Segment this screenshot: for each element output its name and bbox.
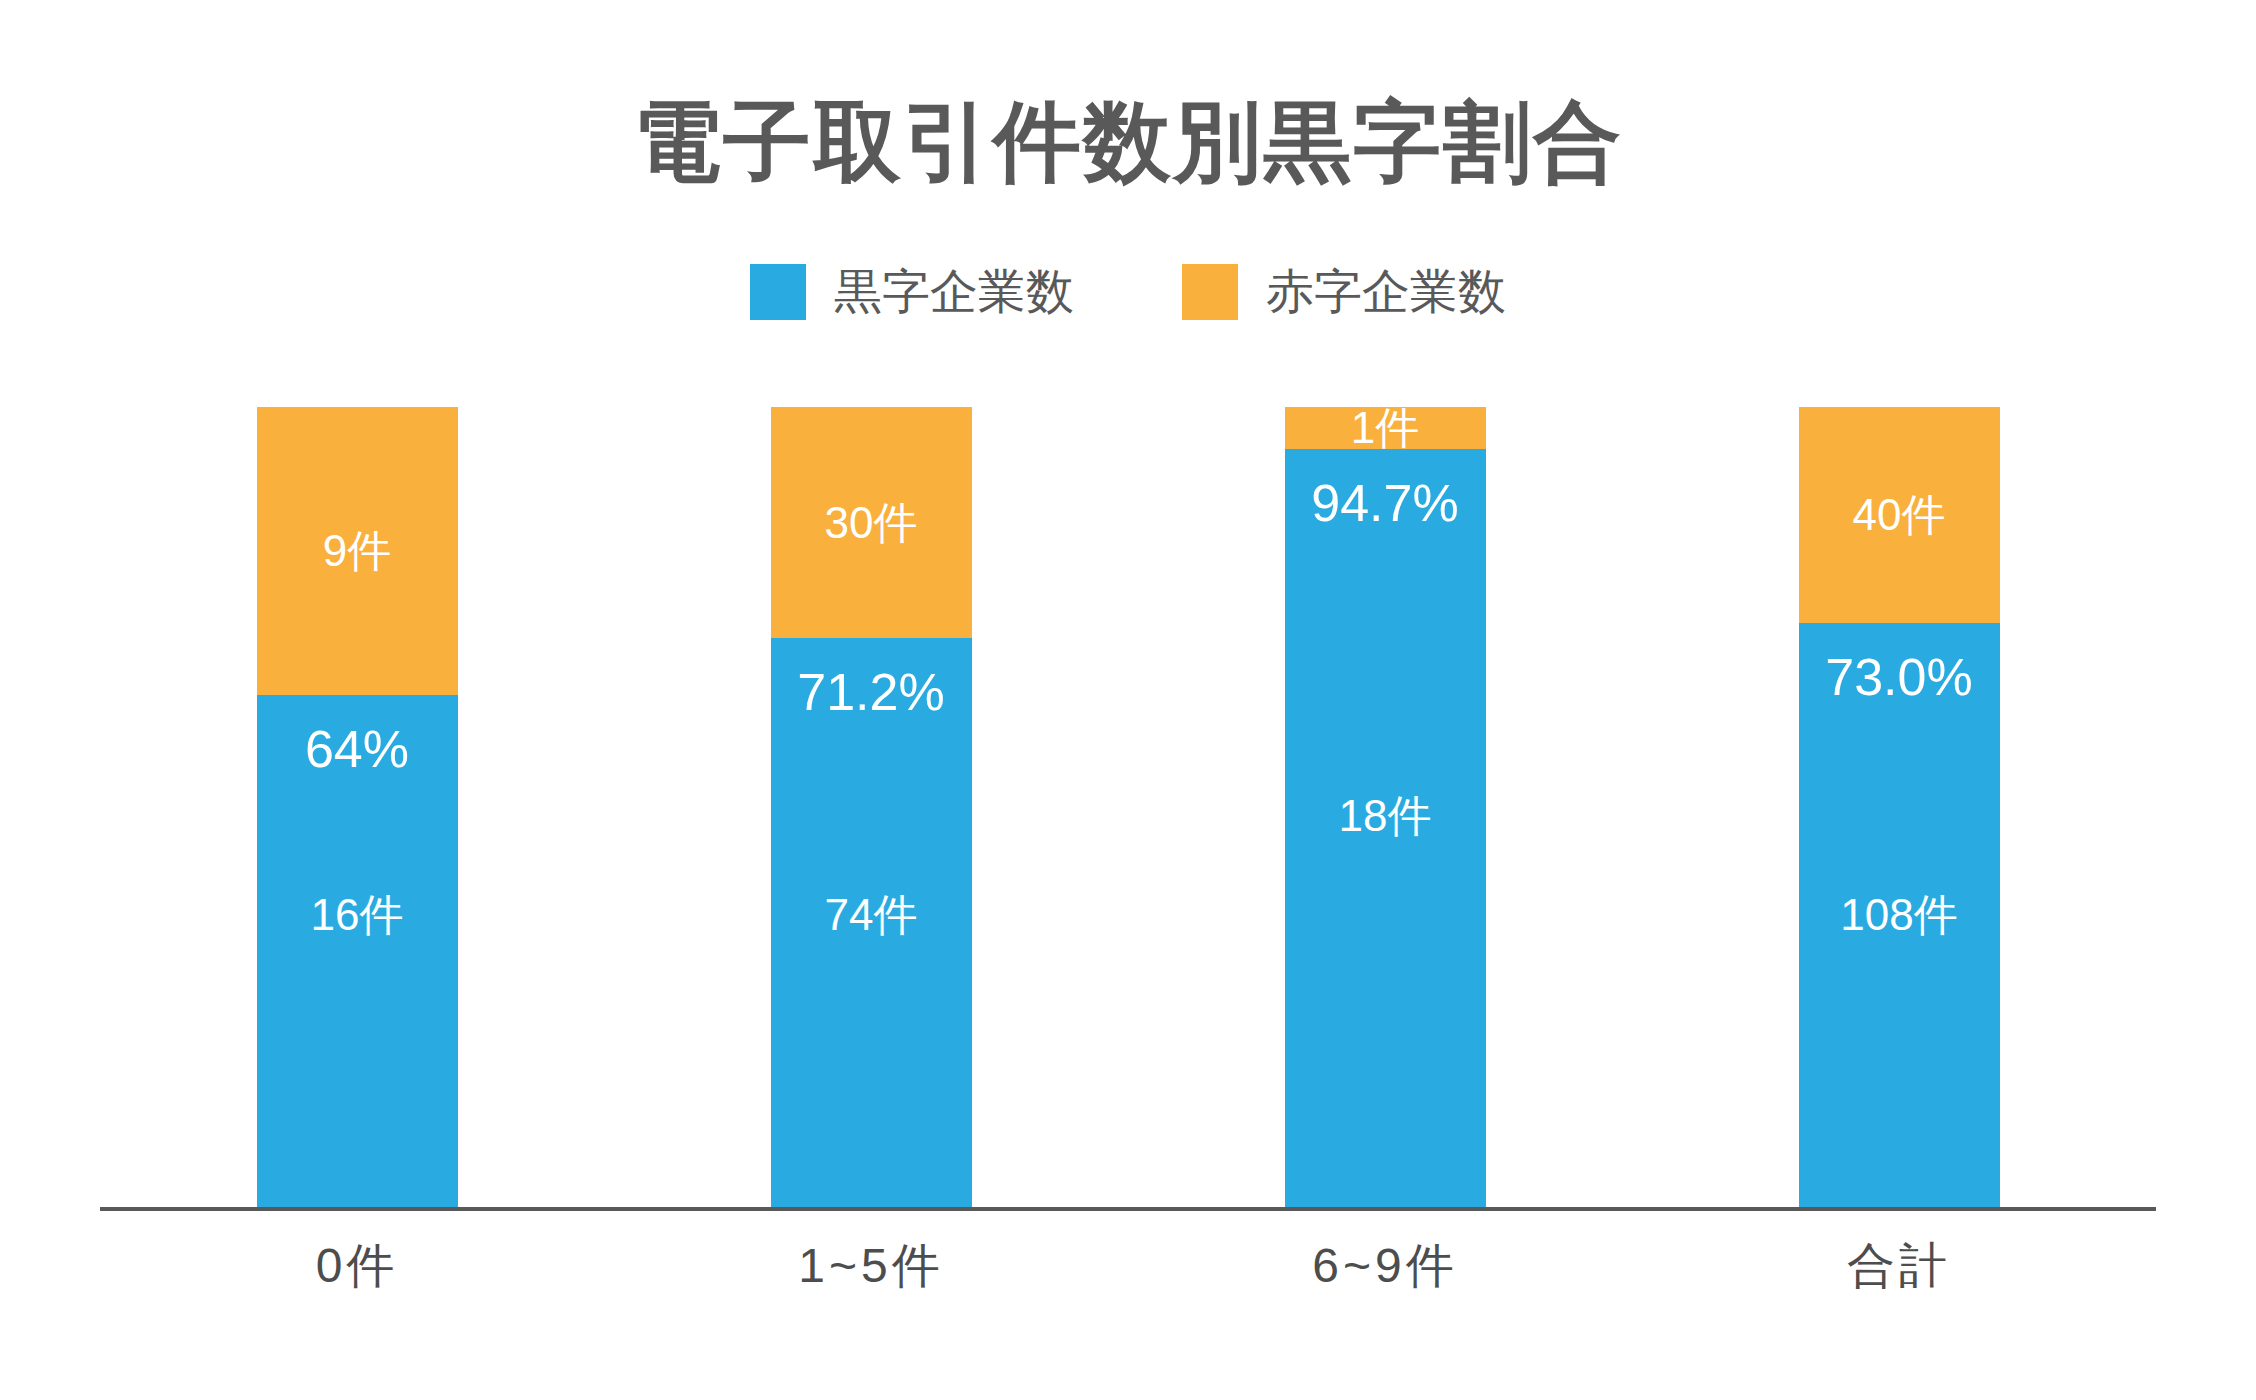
segment-profit: 64% 16件: [257, 695, 458, 1208]
bars-container: 9件 64% 16件 30件 71.2% 74件 1件 94.7% 18件 40件 73.0% 108…: [100, 407, 2156, 1208]
x-axis-label-0件: 0件: [100, 1242, 614, 1290]
legend-label-deficit: 赤字企業数: [1266, 268, 1506, 316]
deficit-count-label: 9件: [323, 529, 391, 573]
deficit-count-label: 40件: [1853, 493, 1946, 537]
legend-label-profit: 黒字企業数: [834, 268, 1074, 316]
segment-profit: 94.7% 18件: [1285, 449, 1486, 1208]
bar-slot-6~9件: 1件 94.7% 18件: [1128, 407, 1642, 1208]
segment-profit: 73.0% 108件: [1799, 623, 2000, 1208]
profit-pct-label: 73.0%: [1799, 651, 2000, 703]
stacked-bar-合計: 40件 73.0% 108件: [1799, 407, 2000, 1208]
chart-title: 電子取引件数別黒字割合: [0, 98, 2256, 186]
chart-canvas: 電子取引件数別黒字割合 黒字企業数 赤字企業数 9件 64% 16件 30件 71.2%…: [0, 0, 2256, 1400]
legend-item-deficit: 赤字企業数: [1182, 264, 1506, 320]
x-axis-label-1~5件: 1~5件: [614, 1242, 1128, 1290]
stacked-bar-1~5件: 30件 71.2% 74件: [771, 407, 972, 1208]
bar-slot-0件: 9件 64% 16件: [100, 407, 614, 1208]
segment-profit: 71.2% 74件: [771, 638, 972, 1208]
bar-slot-1~5件: 30件 71.2% 74件: [614, 407, 1128, 1208]
x-axis-line: [100, 1207, 2156, 1211]
x-axis-label-合計: 合計: [1642, 1242, 2156, 1290]
legend-swatch-profit-icon: [750, 264, 806, 320]
profit-pct-label: 94.7%: [1285, 477, 1486, 529]
legend-swatch-deficit-icon: [1182, 264, 1238, 320]
profit-count-label: 108件: [1799, 893, 2000, 937]
segment-deficit: 9件: [257, 407, 458, 695]
x-axis-label-6~9件: 6~9件: [1128, 1242, 1642, 1290]
plot-area: 9件 64% 16件 30件 71.2% 74件 1件 94.7% 18件 40件 73.0% 108…: [100, 407, 2156, 1208]
profit-count-label: 18件: [1285, 794, 1486, 838]
profit-pct-label: 64%: [257, 723, 458, 775]
legend-item-profit: 黒字企業数: [750, 264, 1074, 320]
x-axis-labels: 0件1~5件6~9件合計: [100, 1242, 2156, 1290]
profit-count-label: 74件: [771, 893, 972, 937]
stacked-bar-0件: 9件 64% 16件: [257, 407, 458, 1208]
deficit-count-label: 1件: [1351, 406, 1419, 450]
chart-legend: 黒字企業数 赤字企業数: [0, 264, 2256, 320]
stacked-bar-6~9件: 1件 94.7% 18件: [1285, 407, 1486, 1208]
segment-deficit: 30件: [771, 407, 972, 638]
bar-slot-合計: 40件 73.0% 108件: [1642, 407, 2156, 1208]
segment-deficit: 40件: [1799, 407, 2000, 623]
profit-count-label: 16件: [257, 893, 458, 937]
segment-deficit: 1件: [1285, 407, 1486, 449]
deficit-count-label: 30件: [825, 501, 918, 545]
profit-pct-label: 71.2%: [771, 666, 972, 718]
